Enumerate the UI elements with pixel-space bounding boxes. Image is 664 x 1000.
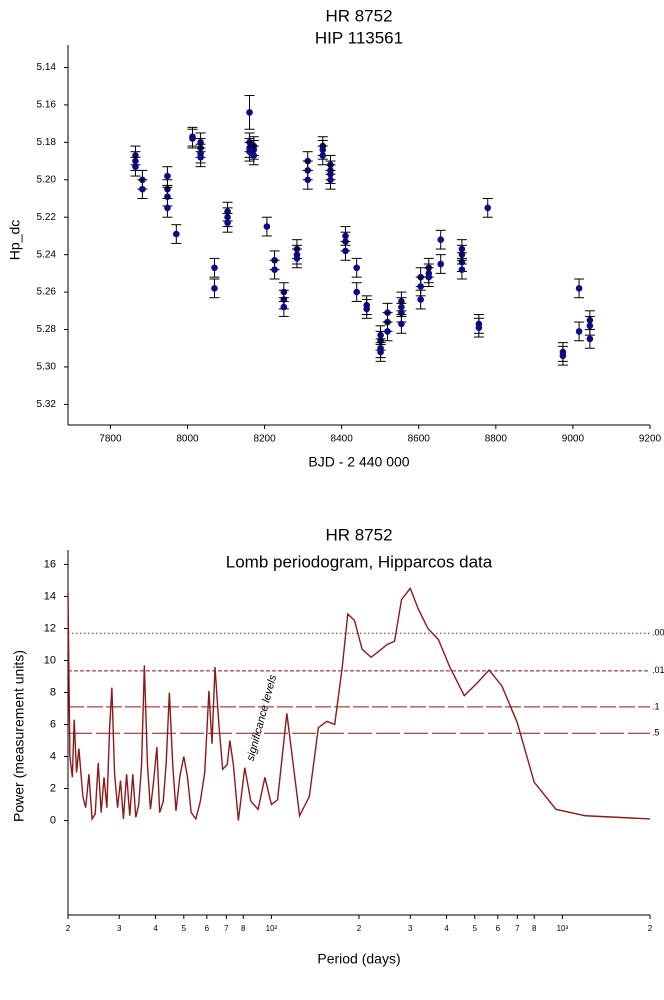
y-tick-label: 5.32 bbox=[37, 399, 57, 410]
x-tick-label: 10³ bbox=[557, 924, 569, 933]
x-tick-label: 8600 bbox=[408, 434, 431, 445]
x-tick-label: 5 bbox=[473, 924, 478, 933]
y-tick-label: 5.22 bbox=[37, 212, 57, 223]
y-axis-label: Hp_dc bbox=[7, 220, 23, 260]
x-tick-label: 2 bbox=[66, 924, 71, 933]
data-point bbox=[250, 152, 258, 159]
x-tick-label: 7800 bbox=[99, 434, 122, 445]
y-tick-label: 10 bbox=[44, 654, 56, 666]
y-tick-label: 5.24 bbox=[37, 249, 57, 260]
y-tick-label: 5.30 bbox=[37, 362, 57, 373]
x-tick-label: 3 bbox=[408, 924, 413, 933]
chart-subtitle: Lomb periodogram, Hipparcos data bbox=[226, 552, 493, 571]
y-tick-label: 5.18 bbox=[37, 137, 57, 148]
data-point bbox=[437, 236, 445, 243]
data-point bbox=[377, 348, 384, 356]
level-label: .00 bbox=[652, 628, 664, 638]
data-point bbox=[197, 154, 204, 161]
y-tick-label: 16 bbox=[44, 558, 56, 570]
data-point bbox=[484, 204, 492, 212]
x-tick-label: 8400 bbox=[331, 434, 354, 445]
level-label: .01 bbox=[652, 665, 664, 675]
data-point bbox=[425, 273, 433, 281]
data-point bbox=[475, 324, 483, 331]
y-tick-label: 2 bbox=[50, 782, 56, 794]
x-tick-label: 9200 bbox=[639, 434, 662, 445]
data-point bbox=[575, 285, 583, 292]
data-point bbox=[224, 219, 231, 227]
data-point bbox=[586, 322, 594, 330]
y-tick-label: 5.16 bbox=[37, 100, 57, 111]
y-axis-label: Power (measurement units) bbox=[11, 650, 27, 822]
data-point bbox=[304, 176, 312, 184]
y-tick-label: 5.26 bbox=[37, 287, 57, 298]
x-tick-label: 5 bbox=[182, 924, 187, 933]
y-tick-label: 4 bbox=[50, 750, 56, 762]
y-tick-label: 6 bbox=[50, 718, 56, 730]
x-tick-label: 8 bbox=[241, 924, 246, 933]
x-axis-label: Period (days) bbox=[317, 951, 400, 967]
data-point bbox=[319, 152, 327, 159]
y-tick-label: 5.14 bbox=[37, 62, 57, 73]
periodogram-line bbox=[67, 587, 651, 822]
data-point bbox=[417, 283, 424, 290]
level-label: .5 bbox=[652, 728, 660, 738]
data-point bbox=[327, 176, 334, 184]
x-axis-label: BJD - 2 440 000 bbox=[308, 454, 409, 470]
data-point bbox=[189, 135, 196, 142]
data-point bbox=[559, 352, 567, 360]
x-tick-label: 4 bbox=[444, 924, 449, 933]
data-point bbox=[164, 172, 171, 180]
chart-title: HR 8752 bbox=[325, 6, 392, 25]
y-tick-label: 0 bbox=[50, 814, 56, 826]
data-point bbox=[164, 204, 171, 212]
data-point bbox=[437, 260, 445, 268]
data-point bbox=[173, 230, 180, 238]
x-tick-label: 8000 bbox=[176, 434, 199, 445]
data-point bbox=[586, 335, 594, 343]
x-tick-label: 6 bbox=[205, 924, 210, 933]
y-tick-label: 12 bbox=[44, 622, 56, 634]
y-tick-label: 5.28 bbox=[37, 324, 57, 335]
y-tick-label: 14 bbox=[44, 590, 56, 602]
chart-title: HR 8752 bbox=[325, 525, 392, 544]
x-tick-label: 4 bbox=[153, 924, 158, 933]
data-point bbox=[384, 328, 391, 335]
x-tick-label: 8200 bbox=[253, 434, 276, 445]
data-point bbox=[353, 288, 360, 296]
data-point bbox=[575, 328, 583, 335]
data-point bbox=[246, 109, 253, 116]
y-tick-label: 5.20 bbox=[37, 174, 57, 185]
x-tick-label: 8 bbox=[532, 924, 537, 933]
data-point bbox=[293, 255, 301, 262]
data-point bbox=[458, 266, 466, 273]
data-point bbox=[211, 264, 218, 272]
x-tick-label: 6 bbox=[496, 924, 501, 933]
data-point bbox=[139, 185, 146, 193]
x-tick-label: 10² bbox=[266, 924, 278, 933]
data-point bbox=[363, 305, 371, 313]
x-tick-label: 8800 bbox=[485, 434, 508, 445]
data-point bbox=[132, 163, 139, 170]
data-point bbox=[271, 266, 278, 273]
data-point bbox=[342, 247, 349, 255]
data-point bbox=[263, 223, 271, 230]
x-tick-label: 7 bbox=[224, 924, 229, 933]
x-tick-label: 2 bbox=[357, 924, 362, 933]
data-point bbox=[280, 303, 288, 311]
x-tick-label: 9000 bbox=[562, 434, 585, 445]
data-point bbox=[398, 320, 405, 328]
level-label: .1 bbox=[652, 701, 660, 711]
data-point bbox=[353, 264, 360, 272]
data-point bbox=[211, 285, 218, 292]
chart-subtitle: HIP 113561 bbox=[315, 28, 403, 47]
x-tick-label: 2 bbox=[648, 924, 653, 933]
x-tick-label: 7 bbox=[515, 924, 520, 933]
data-point bbox=[417, 296, 424, 303]
x-tick-label: 3 bbox=[117, 924, 122, 933]
y-tick-label: 8 bbox=[50, 686, 56, 698]
annotation: significance levels bbox=[245, 673, 280, 762]
